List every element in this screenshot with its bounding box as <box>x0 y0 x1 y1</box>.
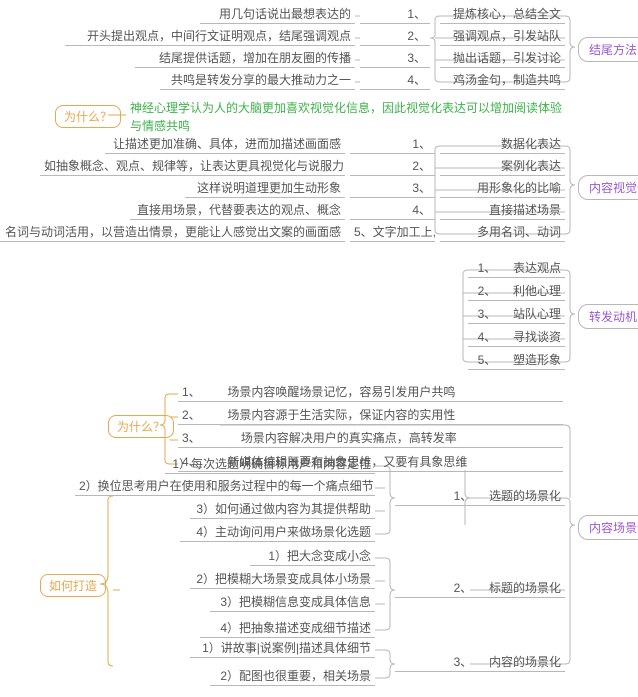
root-scene: 内容场景化 <box>578 515 638 540</box>
root-ending: 结尾方法 <box>578 37 638 62</box>
why2-label: 为什么？ <box>108 415 174 438</box>
s3-r1: 1、 表达观点 <box>468 257 565 278</box>
g2-1: 1）把大念变成小念 <box>250 545 375 566</box>
s2-l2: 如抽象概念、观点、规律等，让表达更具视觉化与说服力 <box>40 155 345 176</box>
w2-2: 2、 场景内容源于生活实际，保证内容的实用性 <box>178 404 563 425</box>
s1-l4: 共鸣是转发分享的最大推动力之一 <box>160 69 355 90</box>
s3-r4: 4、 寻找谈资 <box>468 326 565 347</box>
g2-label: 2、 标题的场景化 <box>395 577 565 598</box>
g3-label: 3、 内容的场景化 <box>395 651 565 672</box>
s1-l2: 开头提出观点，中间行文证明观点，结尾强调观点 <box>65 25 355 46</box>
root-visual: 内容视觉化 <box>578 175 638 200</box>
s1-r3: 抛出话题，引发讨论 <box>440 47 565 68</box>
s3-r3: 3、 站队心理 <box>468 303 565 324</box>
s1-r1: 提炼核心，总结全文 <box>440 3 565 24</box>
g1-4: 4）主动询问用户来做场景化选题 <box>180 521 375 542</box>
s1-n4: 4、 <box>360 69 430 90</box>
w2-3: 3、 场景内容解决用户的真实痛点，高转发率 <box>178 427 563 448</box>
s2-n5: 5、文字加工上, <box>350 221 435 242</box>
s1-n2: 2、 <box>360 25 430 46</box>
g3-2: 2）配图也很重要，相关场景 <box>210 665 375 686</box>
why1-label: 为什么？ <box>55 105 121 128</box>
how-label: 如何打造 <box>40 574 106 597</box>
s1-n3: 3、 <box>360 47 430 68</box>
s2-l3: 这样说明道理更加生动形象 <box>185 177 345 198</box>
s2-n1: 1、 <box>350 133 435 154</box>
s2-r1: 数据化表达 <box>440 133 565 154</box>
s2-r3: 用形象化的比喻 <box>440 177 565 198</box>
s2-l4: 直接用场景，代替要表达的观点、概念 <box>130 199 345 220</box>
s2-r4: 直接描述场景 <box>440 199 565 220</box>
s1-l3: 结尾提供话题，增加在朋友圈的传播 <box>135 47 355 68</box>
s3-r2: 2、 利他心理 <box>468 280 565 301</box>
s3-r5: 5、 塑造形象 <box>468 349 565 370</box>
s2-r2: 案例化表达 <box>440 155 565 176</box>
g3-1: 1）讲故事|说案例|描述具体细节 <box>190 637 375 658</box>
g1-1: 1）每次选题明确目标用户和内容定位 <box>165 453 375 474</box>
s2-r5: 多用名词、动词 <box>440 221 565 242</box>
s1-l1: 用几句话说出最想表达的 <box>200 3 355 24</box>
s2-l1: 让描述更加准确、具体，进而加描述画面感 <box>105 133 345 154</box>
s1-r2: 强调观点，引发站队 <box>440 25 565 46</box>
why1-text: 神经心理学认为人的大脑更加喜欢视觉化信息，因此视觉化表达可以增加阅读体验与情感共… <box>130 99 565 135</box>
g2-2: 2）把模糊大场景变成具体小场景 <box>190 568 375 589</box>
g1-3: 3）如何通过做内容为其提供帮助 <box>190 498 375 519</box>
g2-3: 3）把模糊信息变成具体信息 <box>210 591 375 612</box>
root-forward: 转发动机 <box>578 304 638 329</box>
s1-r4: 鸡汤金句，制造共鸣 <box>440 69 565 90</box>
s2-l5: 名词与动词活用，以营造出情景，更能让人感觉出文案的画面感 <box>0 221 345 242</box>
s2-n2: 2、 <box>350 155 435 176</box>
s1-n1: 1、 <box>360 3 430 24</box>
w2-1: 1、 场景内容唤醒场景记忆，容易引发用户共鸣 <box>178 381 563 402</box>
g1-label: 1、 选题的场景化 <box>395 485 565 506</box>
g2-4: 4）把抽象描述变成细节描述 <box>200 617 375 638</box>
g1-2: 2）换位思考用户在使用和服务过程中的每一个痛点细节 <box>75 475 375 496</box>
s2-n4: 4、 <box>350 199 435 220</box>
s2-n3: 3、 <box>350 177 435 198</box>
